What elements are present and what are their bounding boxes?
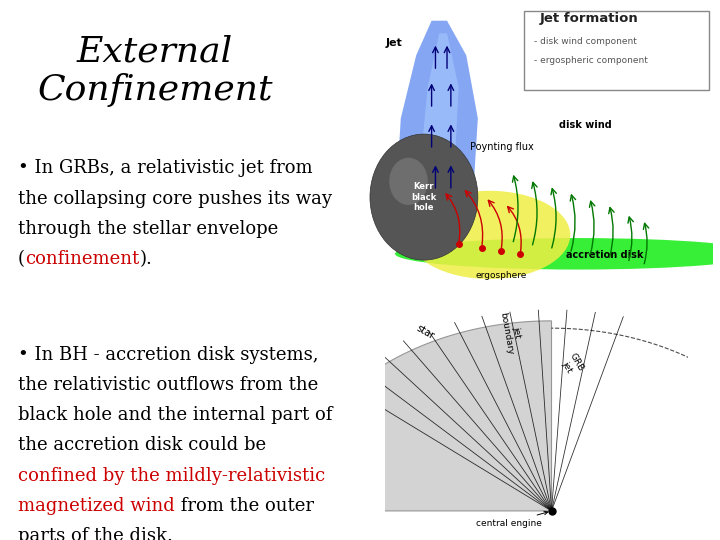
Text: black hole and the internal part of: black hole and the internal part of <box>18 406 333 424</box>
Text: confined by the mildly-relativistic: confined by the mildly-relativistic <box>18 467 325 484</box>
Text: Poynting flux: Poynting flux <box>470 142 534 152</box>
Polygon shape <box>397 21 478 235</box>
Text: central engine: central engine <box>476 511 548 528</box>
Text: • In BH - accretion disk systems,: • In BH - accretion disk systems, <box>18 346 318 363</box>
Text: Jet: Jet <box>385 38 402 48</box>
Text: (: ( <box>18 250 25 268</box>
Text: ).: ). <box>139 250 152 268</box>
Text: jet
boundary: jet boundary <box>498 310 524 356</box>
Text: ergosphere: ergosphere <box>475 271 526 280</box>
Text: disk wind: disk wind <box>559 120 611 130</box>
Text: accretion disk: accretion disk <box>566 251 644 260</box>
Text: - ergospheric component: - ergospheric component <box>534 56 647 65</box>
Text: parts of the disk.: parts of the disk. <box>18 527 173 540</box>
Polygon shape <box>420 33 459 228</box>
Text: magnetized wind: magnetized wind <box>18 497 175 515</box>
Text: the collapsing core pushes its way: the collapsing core pushes its way <box>18 190 332 207</box>
Text: External
Confinement: External Confinement <box>37 35 273 107</box>
Polygon shape <box>289 321 552 511</box>
FancyBboxPatch shape <box>524 11 709 90</box>
Text: - disk wind component: - disk wind component <box>534 37 636 46</box>
Text: the relativistic outflows from the: the relativistic outflows from the <box>18 376 318 394</box>
Text: • In GRBs, a relativistic jet from: • In GRBs, a relativistic jet from <box>18 159 312 177</box>
Text: Jet formation: Jet formation <box>539 12 638 25</box>
Ellipse shape <box>408 191 570 279</box>
Text: the accretion disk could be: the accretion disk could be <box>18 436 266 454</box>
Text: from the outer: from the outer <box>175 497 314 515</box>
Text: star: star <box>415 323 436 341</box>
Ellipse shape <box>395 238 720 269</box>
Text: GRB
jet: GRB jet <box>559 351 585 377</box>
Ellipse shape <box>390 158 428 205</box>
Ellipse shape <box>370 134 478 260</box>
Text: through the stellar envelope: through the stellar envelope <box>18 220 278 238</box>
Text: confinement: confinement <box>25 250 139 268</box>
Text: Kerr
black
hole: Kerr black hole <box>411 182 436 212</box>
